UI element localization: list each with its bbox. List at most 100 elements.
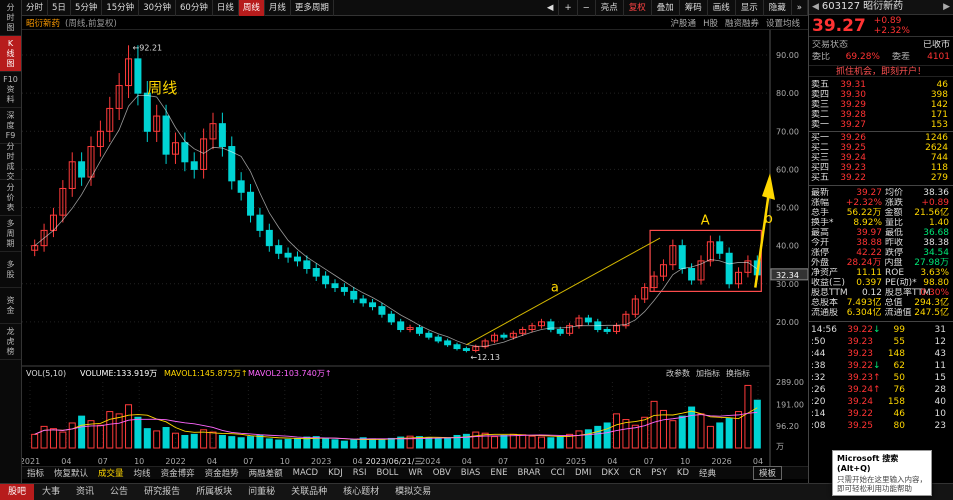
stock-link[interactable]: 设置均线	[765, 18, 800, 29]
bottom-tab[interactable]: 股吧	[0, 483, 35, 500]
more-icon[interactable]: »	[792, 0, 808, 16]
indicator-tab[interactable]: 成交量	[98, 469, 124, 479]
diff-label: 委差	[892, 52, 911, 62]
toolbar-button[interactable]: 复权	[624, 0, 652, 16]
indicator-tab[interactable]: 指标	[27, 469, 45, 479]
indicator-tab[interactable]: 模板	[752, 466, 782, 480]
indicator-tab[interactable]: RSI	[352, 468, 367, 478]
left-nav-item[interactable]: 多股	[0, 252, 21, 288]
indicator-tab[interactable]: DMI	[574, 468, 592, 478]
period-tab[interactable]: 30分钟	[139, 0, 177, 16]
stat-row: 总股本 7.493亿 总值 294.3亿	[811, 298, 951, 308]
ms-search-popup[interactable]: Microsoft 搜索(Alt+Q) 只需开始在这里输入内容，即可轻松利用功能…	[832, 450, 932, 496]
indicator-tab[interactable]: 两融差额	[248, 469, 283, 479]
indicator-tab[interactable]: KD	[676, 468, 689, 478]
toolbar-button[interactable]: 亮点	[596, 0, 624, 16]
period-tab[interactable]: 15分钟	[102, 0, 140, 16]
indicator-tab[interactable]: 资金趋势	[204, 469, 239, 479]
minus-icon[interactable]: −	[578, 0, 596, 16]
price-tick-label: 30.00	[776, 280, 799, 289]
toolbar-button[interactable]: 显示	[736, 0, 764, 16]
period-tab[interactable]: 5分钟	[71, 0, 103, 16]
left-nav-item[interactable]: 深度F9	[0, 108, 21, 144]
stat-label: ROE	[885, 268, 905, 278]
stock-link[interactable]: 融资融券	[724, 18, 759, 29]
stat-row: 涨停 42.22 跌停 34.54	[811, 248, 951, 258]
x-axis-label: 04	[353, 457, 363, 466]
indicator-tab[interactable]: WR	[408, 468, 423, 478]
stock-link[interactable]: H股	[703, 18, 718, 29]
bottom-tab[interactable]: 关联品种	[291, 486, 328, 497]
bottom-tab[interactable]: 问董秘	[248, 486, 276, 497]
indicator-tab[interactable]: KDJ	[328, 468, 343, 478]
open-account-banner[interactable]: 抓住机会，即刻开户！	[809, 65, 953, 77]
tick-row: :08 39.25 80 23	[811, 420, 951, 432]
candle-body	[312, 268, 320, 277]
indicator-tab[interactable]: 恢复默认	[54, 469, 89, 479]
period-tab[interactable]: 分时	[22, 0, 49, 16]
left-nav-item[interactable]: 分价表	[0, 180, 21, 216]
plus-icon[interactable]: +	[559, 0, 578, 16]
left-nav-item[interactable]: 资金	[0, 288, 21, 324]
indicator-tab[interactable]: DKX	[601, 468, 620, 478]
candle-body	[209, 123, 217, 140]
bottom-tab[interactable]: 模拟交易	[395, 486, 432, 497]
toolbar-button[interactable]: 隐藏	[764, 0, 792, 16]
bottom-tab[interactable]: 核心题材	[343, 486, 380, 497]
toolbar-button[interactable]: 叠加	[652, 0, 680, 16]
left-nav-item[interactable]: 分时成交	[0, 142, 21, 181]
kline-chart[interactable]: 90.00 80.00 70.00 60.00 50.00 40.00 30.00 20.00…	[22, 30, 808, 466]
indicator-tab[interactable]: PSY	[651, 468, 667, 478]
indicator-tab[interactable]: 资金博弈	[160, 469, 195, 479]
toolbar-button[interactable]: 筹码	[680, 0, 708, 16]
price-block: 39.27 +0.89 +2.32%	[809, 15, 953, 37]
indicator-tab[interactable]: MACD	[292, 468, 319, 478]
volume-value: VOLUME:133.919万	[80, 369, 157, 378]
price-tick-label: 50.00	[776, 204, 799, 213]
volume-tool[interactable]: 加指标	[696, 368, 720, 378]
period-tab[interactable]: 月线	[265, 0, 291, 16]
period-tab[interactable]: 周线	[238, 0, 265, 16]
nav-next-icon[interactable]: ▶	[943, 2, 950, 12]
left-nav-item[interactable]: K线图	[0, 36, 21, 72]
bottom-tab[interactable]: 研究报告	[144, 486, 181, 497]
left-nav-item[interactable]: 多周期	[0, 216, 21, 252]
diff-value: 4101	[927, 52, 950, 62]
indicator-tab[interactable]: ENE	[490, 468, 508, 478]
indicator-tab[interactable]: BOLL	[376, 468, 399, 478]
volume-bar	[735, 411, 743, 449]
nav-prev-icon[interactable]: ◀	[812, 2, 819, 12]
volume-tool[interactable]: 改参数	[666, 368, 690, 378]
bottom-tab[interactable]: 所属板块	[196, 486, 233, 497]
volume-bar	[303, 436, 311, 449]
indicator-tab[interactable]: OBV	[432, 468, 451, 478]
indicator-tab[interactable]: 均线	[133, 469, 151, 479]
tick-volume: 76	[893, 385, 905, 395]
low-label: ←12.13	[470, 353, 500, 362]
quote-panel: ◀ 603127 昭衍新药 ▶ 39.27 +0.89 +2.32% 交易状态 …	[808, 0, 953, 483]
volume-tool[interactable]: 换指标	[726, 368, 750, 378]
period-tab[interactable]: 更多周期	[291, 0, 334, 16]
toolbar-button[interactable]: 画线	[708, 0, 736, 16]
left-nav-item[interactable]: 龙虎榜	[0, 324, 21, 360]
left-nav: 分时图 K线图 F10资料 深度F9 分时成交 分价表 多周期 多股 资金 龙虎榜	[0, 0, 22, 483]
indicator-tab[interactable]: CR	[629, 468, 642, 478]
bottom-tab[interactable]: 资讯	[76, 486, 95, 497]
left-nav-item[interactable]: 分时图	[0, 0, 21, 36]
period-tab[interactable]: 60分钟	[176, 0, 213, 16]
indicator-tab[interactable]: CCI	[550, 468, 565, 478]
indicator-tab[interactable]: BIAS	[460, 468, 481, 478]
bottom-tab[interactable]: 大事	[42, 486, 61, 497]
indicator-tab[interactable]: 经典	[699, 469, 717, 479]
candle-body	[603, 329, 611, 332]
stat-value: 7.493亿	[846, 298, 882, 308]
nav-left-icon[interactable]: ◀	[542, 0, 560, 16]
indicator-tab[interactable]: BRAR	[517, 468, 541, 478]
left-nav-item[interactable]: F10资料	[0, 72, 21, 108]
stock-link[interactable]: 沪股通	[670, 18, 697, 29]
volume-bar	[31, 433, 39, 449]
period-tab[interactable]: 日线	[213, 0, 239, 16]
period-tab[interactable]: 5日	[48, 0, 71, 16]
volume-bar	[444, 437, 452, 449]
bottom-tab[interactable]: 公告	[110, 486, 129, 497]
